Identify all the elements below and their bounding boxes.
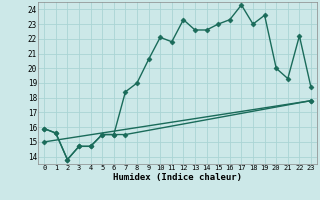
X-axis label: Humidex (Indice chaleur): Humidex (Indice chaleur) (113, 173, 242, 182)
